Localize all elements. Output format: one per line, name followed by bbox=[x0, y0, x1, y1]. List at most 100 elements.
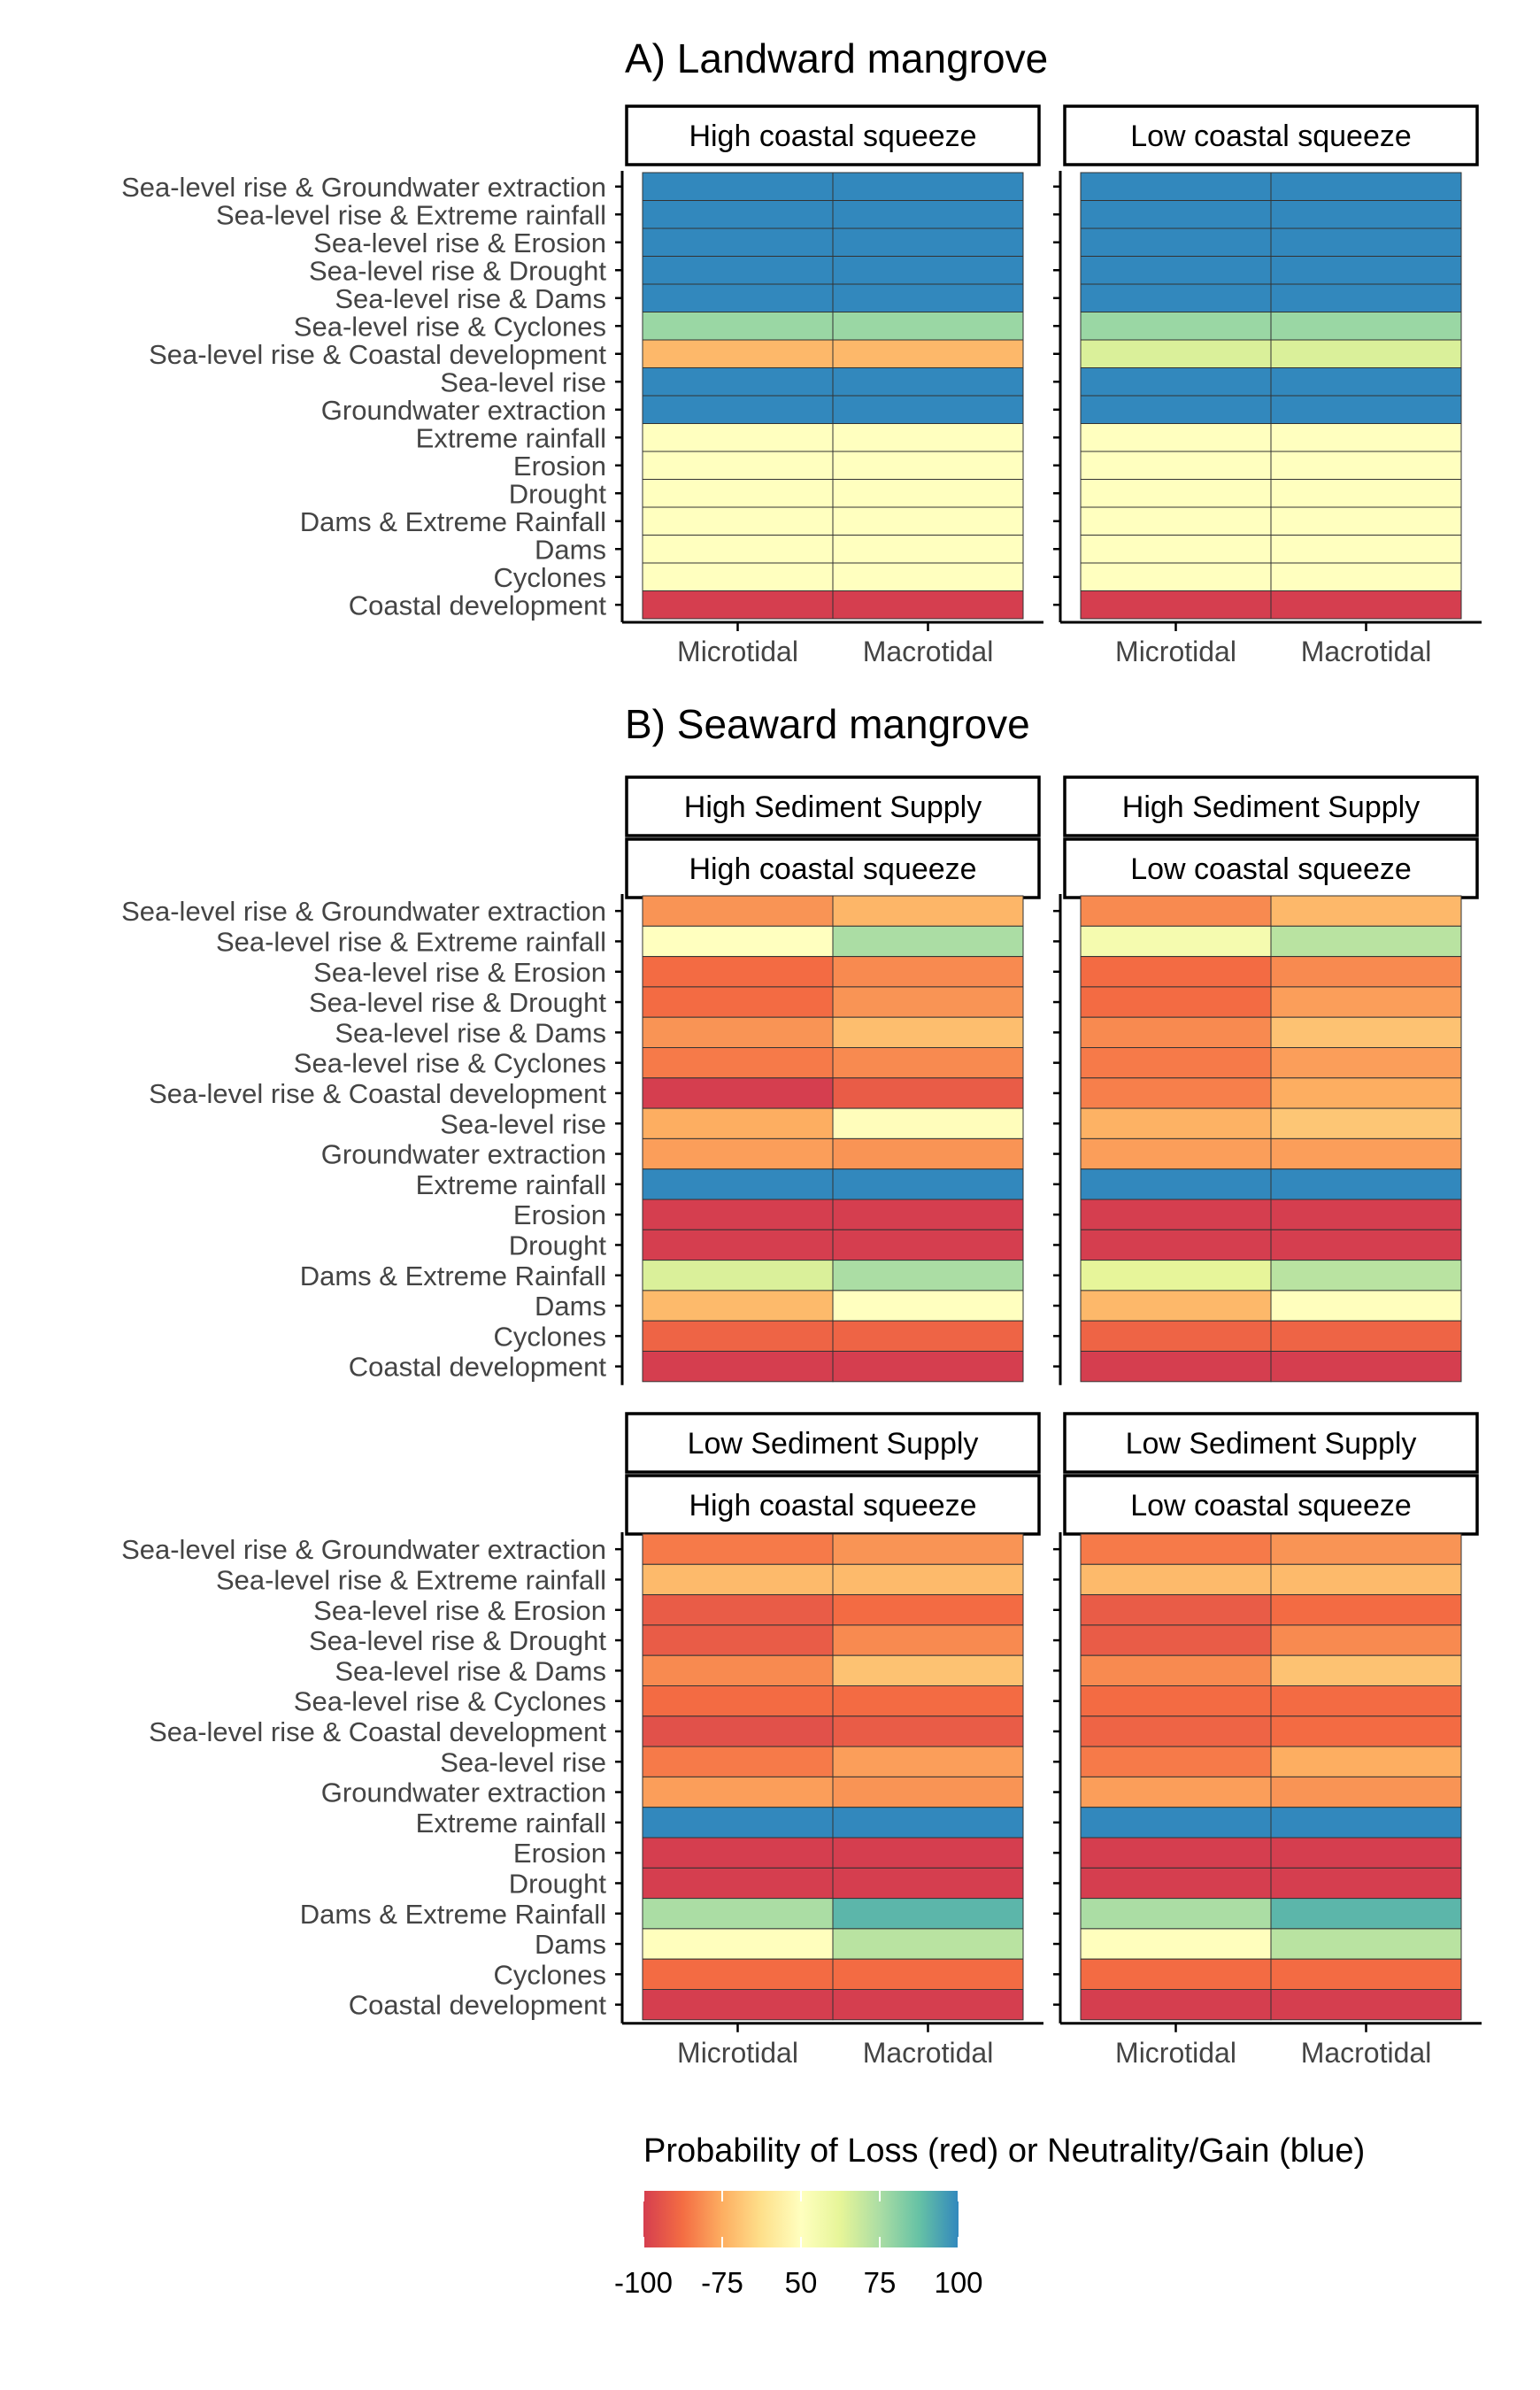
heatmap-cell bbox=[642, 339, 834, 368]
legend-tick-label: -75 bbox=[701, 2266, 743, 2299]
strip-box bbox=[1063, 775, 1479, 837]
legend-ticks: -100 -75 50 75 100 bbox=[614, 2191, 983, 2299]
y-tick-label: Dams & Extreme Rainfall bbox=[300, 1261, 606, 1291]
heatmap-cell bbox=[642, 423, 834, 452]
heatmap-cell bbox=[1270, 986, 1462, 1018]
heatmap-cell bbox=[832, 1807, 1024, 1839]
strip-label: Low Sediment Supply bbox=[1126, 1427, 1417, 1461]
heatmap-cell bbox=[1080, 1685, 1272, 1717]
heatmap-cell bbox=[1080, 1229, 1272, 1261]
heatmap-cell bbox=[642, 367, 834, 397]
heatmap-cell bbox=[1270, 1260, 1462, 1291]
heatmap-cell bbox=[832, 1563, 1024, 1596]
heatmap-cell bbox=[1270, 1077, 1462, 1109]
y-tick-label: Cyclones bbox=[494, 1959, 607, 1990]
y-tick-label: Sea-level rise & Groundwater extraction bbox=[121, 172, 606, 203]
heatmap-cell bbox=[642, 1989, 834, 2021]
heatmap-cell bbox=[642, 1563, 834, 1596]
heatmap-cell bbox=[642, 1199, 834, 1230]
y-tick-label: Coastal development bbox=[349, 1352, 607, 1383]
strip-box bbox=[1063, 837, 1479, 899]
heatmap-cell bbox=[1080, 227, 1272, 257]
heatmap-cell bbox=[642, 1654, 834, 1686]
legend-tick-label: 100 bbox=[934, 2266, 982, 2299]
y-tick-label: Extreme rainfall bbox=[416, 422, 606, 453]
heatmap-cell bbox=[832, 1898, 1024, 1930]
y-tick-label: Sea-level rise & Erosion bbox=[313, 957, 606, 988]
heatmap-cell bbox=[642, 200, 834, 229]
heatmap-cell bbox=[1080, 1898, 1272, 1930]
heatmap-cell bbox=[1080, 1928, 1272, 1960]
heatmap-cell bbox=[1080, 1958, 1272, 1990]
heatmap-cell bbox=[1270, 1351, 1462, 1383]
heatmap-cell bbox=[1270, 423, 1462, 452]
y-tick-label: Sea-level rise & Dams bbox=[335, 1655, 606, 1686]
heatmap-cell bbox=[832, 451, 1024, 480]
heatmap-cell bbox=[642, 1168, 834, 1200]
heatmap-cell bbox=[642, 956, 834, 988]
y-tick-label: Extreme rainfall bbox=[416, 1808, 606, 1839]
heatmap-cell bbox=[832, 1260, 1024, 1291]
y-tick-label: Sea-level rise & Drought bbox=[309, 255, 606, 286]
heatmap-cell bbox=[832, 367, 1024, 397]
heatmap-cell bbox=[832, 256, 1024, 285]
heatmap-cell bbox=[1270, 1746, 1462, 1777]
heatmap-cell bbox=[1080, 562, 1272, 591]
heatmap-cell bbox=[832, 506, 1024, 536]
heatmap-cell bbox=[1080, 1746, 1272, 1777]
heatmap-cell bbox=[642, 312, 834, 341]
x-tick-label: Macrotidal bbox=[863, 2037, 994, 2069]
heatmap-cell bbox=[1270, 1533, 1462, 1565]
heatmap-cell bbox=[1080, 925, 1272, 958]
heatmap-cell bbox=[1270, 1867, 1462, 1900]
legend-title: Probability of Loss (red) or Neutrality/… bbox=[643, 2132, 1365, 2170]
heatmap-cell bbox=[1080, 256, 1272, 285]
y-tick-label: Dams bbox=[535, 1291, 606, 1322]
y-tick-label: Dams & Extreme Rainfall bbox=[300, 506, 606, 537]
heatmap-cell bbox=[832, 1837, 1024, 1869]
heatmap-cell bbox=[1270, 451, 1462, 480]
heatmap-cell bbox=[642, 1290, 834, 1322]
heatmap-cell bbox=[642, 925, 834, 958]
strip-box bbox=[625, 104, 1041, 166]
heatmap-cell bbox=[1270, 1654, 1462, 1686]
strip-label: High Sediment Supply bbox=[684, 790, 982, 824]
heatmap-cell bbox=[1270, 590, 1462, 620]
heatmap-cell bbox=[1270, 535, 1462, 564]
heatmap-cell bbox=[1080, 956, 1272, 988]
heatmap-cell bbox=[1270, 479, 1462, 508]
y-tick-label: Sea-level rise bbox=[440, 1108, 606, 1139]
heatmap-cell bbox=[1080, 590, 1272, 620]
y-tick-label: Groundwater extraction bbox=[321, 1139, 606, 1170]
heatmap-cell bbox=[1270, 1989, 1462, 2021]
heatmap-cell bbox=[832, 1594, 1024, 1626]
heatmap-cell bbox=[642, 1776, 834, 1808]
heatmap-cell bbox=[642, 1867, 834, 1900]
heatmap-cell bbox=[1080, 395, 1272, 424]
heatmap-cell bbox=[1080, 1837, 1272, 1869]
heatmap-cell bbox=[1080, 1715, 1272, 1747]
heatmap-cell bbox=[642, 1320, 834, 1352]
y-tick-label: Sea-level rise & Coastal development bbox=[149, 1078, 606, 1109]
heatmap-cell bbox=[642, 1624, 834, 1656]
y-tick-label: Drought bbox=[509, 1230, 607, 1261]
heatmap-cell bbox=[1080, 506, 1272, 536]
heatmap-cell bbox=[1080, 895, 1272, 927]
section-a-title: A) Landward mangrove bbox=[625, 35, 1048, 81]
heatmap-cell bbox=[642, 1685, 834, 1717]
heatmap-cell bbox=[642, 1837, 834, 1869]
heatmap-cell bbox=[1270, 1016, 1462, 1048]
strip-box bbox=[625, 837, 1041, 899]
heatmap-cell bbox=[642, 1016, 834, 1048]
heatmap-cell bbox=[1080, 1107, 1272, 1139]
strip-label: High coastal squeeze bbox=[689, 120, 976, 153]
y-tick-label: Cyclones bbox=[494, 562, 607, 593]
strip-box bbox=[625, 1412, 1041, 1474]
heatmap-cell bbox=[1270, 1685, 1462, 1717]
heatmap-cell bbox=[1270, 1320, 1462, 1352]
heatmap-cell bbox=[1270, 1928, 1462, 1960]
heatmap-cell bbox=[1270, 925, 1462, 958]
heatmap-cell bbox=[642, 1229, 834, 1261]
heatmap-cell bbox=[1080, 172, 1272, 201]
